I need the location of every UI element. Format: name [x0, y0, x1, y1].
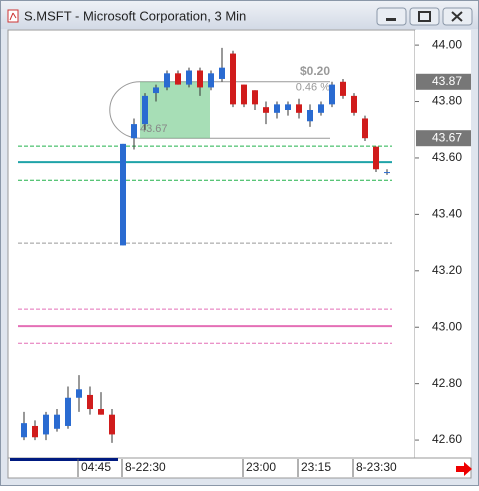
candle-body: [296, 104, 302, 113]
price-marker: [416, 130, 471, 147]
measure-percent: 0.46 %: [296, 82, 330, 94]
candle-body: [186, 70, 192, 85]
candle-body: [307, 109, 313, 122]
y-tick-label: 44.00: [432, 37, 462, 51]
candle-body: [351, 95, 357, 113]
price-marker-label: 43.87: [432, 74, 462, 88]
scroll-indicator: [10, 458, 118, 461]
candle-body: [329, 84, 335, 105]
candle-body: [120, 143, 126, 246]
measure-change: $0.20: [300, 64, 330, 78]
y-tick-label: 42.80: [432, 376, 462, 390]
x-tick-label: 23:00: [246, 460, 276, 474]
y-tick-label: 43.80: [432, 94, 462, 108]
candle-body: [252, 90, 258, 105]
candle-body: [153, 87, 159, 94]
candle-body: [263, 107, 269, 113]
y-tick-label: 43.40: [432, 207, 462, 221]
scroll-right-arrow[interactable]: [456, 462, 472, 476]
candle-body: [76, 389, 82, 398]
candle-body: [43, 414, 49, 435]
y-tick-label: 43.20: [432, 263, 462, 277]
x-tick-label: 04:45: [81, 460, 111, 474]
candle-body: [142, 95, 148, 125]
measure-box: [140, 81, 210, 139]
y-tick-label: 43.00: [432, 319, 462, 333]
candle-body: [384, 172, 390, 174]
candle-body: [98, 409, 104, 415]
candle-body: [131, 124, 137, 139]
candle-body: [175, 73, 181, 85]
y-tick-label: 42.60: [432, 432, 462, 446]
measure-outline: [109, 81, 330, 139]
candle-body: [219, 67, 225, 79]
price-marker-label: 43.67: [432, 130, 462, 144]
close-button[interactable]: [442, 7, 473, 26]
candle-body: [373, 146, 379, 170]
measure-low-label: 43.67: [140, 123, 168, 135]
candle-body: [340, 81, 346, 96]
candle-body: [241, 84, 247, 105]
candle-body: [230, 53, 236, 105]
minimize-button[interactable]: [376, 7, 407, 26]
candle-body: [164, 73, 170, 88]
candle-body: [362, 118, 368, 139]
candle-body: [32, 425, 38, 438]
candle-body: [109, 414, 115, 435]
candle-body: [197, 70, 203, 88]
candle-body: [274, 104, 280, 113]
x-tick-label: 23:15: [301, 460, 331, 474]
candle-body: [318, 104, 324, 113]
candle-body: [21, 423, 27, 438]
candle-body: [285, 104, 291, 110]
price-marker: [416, 73, 471, 90]
plot-area: [7, 29, 416, 459]
candle-body: [208, 73, 214, 88]
candle-body: [65, 397, 71, 426]
x-tick-label: 8-22:30: [125, 460, 166, 474]
candle-body: [54, 414, 60, 429]
maximize-button[interactable]: [409, 7, 440, 26]
x-tick-label: 8-23:30: [356, 460, 397, 474]
price-axis: [415, 30, 471, 458]
time-axis: [7, 457, 472, 479]
window-title: S.MSFT - Microsoft Corporation, 3 Min: [24, 8, 246, 23]
y-tick-label: 43.60: [432, 150, 462, 164]
candle-body: [87, 394, 93, 410]
app-icon: [7, 9, 19, 23]
